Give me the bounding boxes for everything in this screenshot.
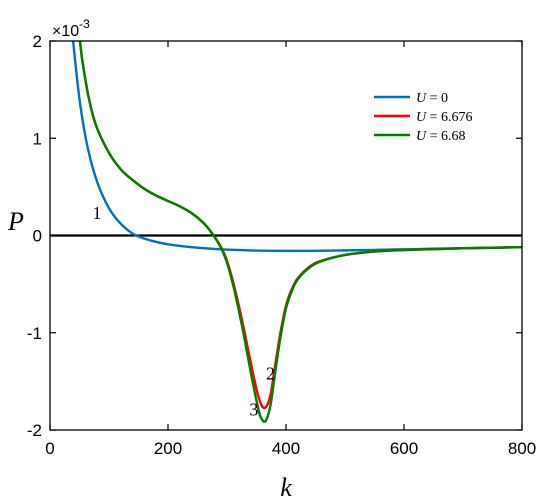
y-exponent-label: ×10-3 [52, 17, 90, 40]
legend: U = 0 U = 6.676 U = 6.68 [374, 91, 473, 144]
y-axis-label: P [7, 207, 24, 236]
series-line-3 [78, 41, 522, 423]
y-tick-label: -1 [27, 324, 42, 343]
legend-entry: U = 0 [416, 91, 448, 106]
x-tick-label: 400 [272, 439, 300, 458]
curve-annotation: 2 [266, 363, 275, 383]
series-line-1 [71, 41, 522, 253]
x-tick-label: 800 [508, 439, 536, 458]
x-axis-label: k [280, 473, 292, 502]
y-tick-label: 1 [33, 129, 42, 148]
x-tick-label: 200 [154, 439, 182, 458]
curve-annotation: 1 [92, 203, 101, 223]
legend-entry: U = 6.68 [416, 129, 466, 144]
y-tick-label: -2 [27, 421, 42, 440]
exponent-base: ×10 [52, 23, 79, 40]
x-tick-label: 600 [390, 439, 418, 458]
y-tick-label: 2 [33, 32, 42, 51]
annotation-layer: 1 23 [92, 203, 274, 419]
legend-entry: U = 6.676 [416, 110, 473, 125]
curve-annotation: 3 [249, 399, 258, 419]
series-layer [71, 41, 522, 423]
x-tick-label: 0 [45, 439, 54, 458]
series-line-2 [78, 41, 522, 410]
exponent-power: -3 [79, 17, 90, 31]
y-tick-label: 0 [33, 227, 42, 246]
ticks-layer: 0 200 400 600 800 -2 -1 0 1 2 [27, 32, 536, 458]
